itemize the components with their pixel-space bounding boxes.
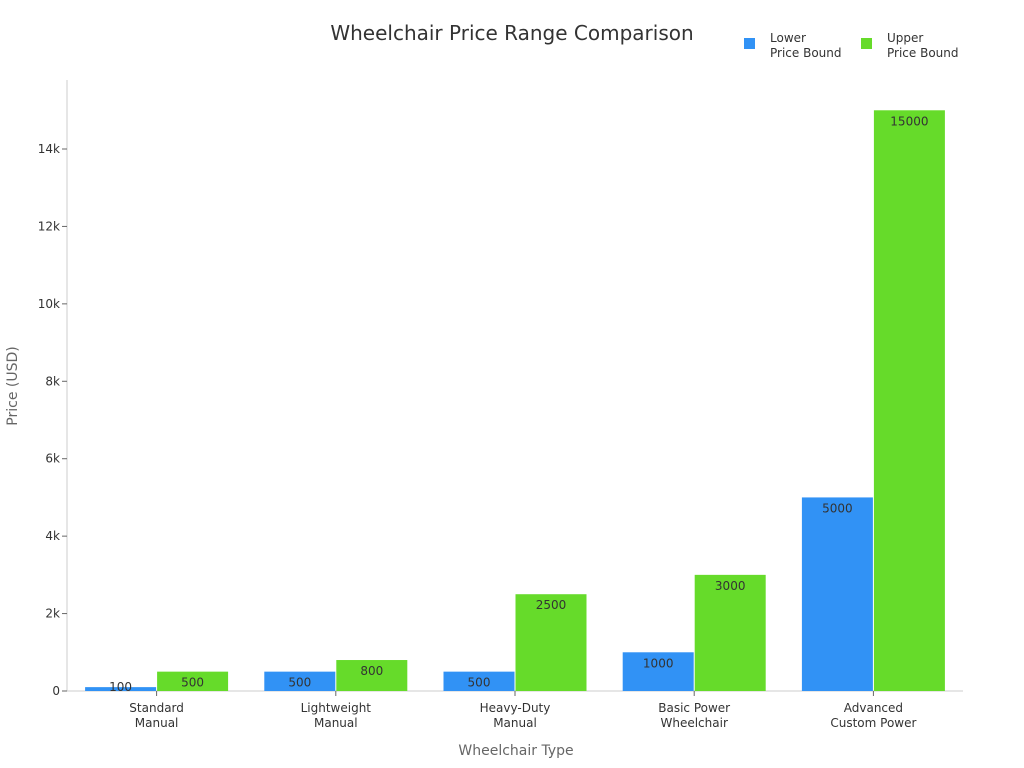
bar-upper [873,110,945,692]
data-label: 15000 [890,114,928,128]
chart-title: Wheelchair Price Range Comparison [330,21,693,45]
x-tick-label: Advanced [844,701,903,715]
bar-upper [336,660,408,691]
y-tick-label: 2k [45,607,60,621]
y-tick-label: 12k [38,219,60,233]
x-tick-label: Manual [135,716,179,730]
data-label: 500 [288,676,311,690]
data-label: 5000 [822,501,853,515]
bar-lower [622,652,694,691]
data-label: 500 [181,676,204,690]
data-label: 3000 [715,579,746,593]
bar-upper [515,594,587,691]
legend-label: Lower [770,31,806,45]
data-label: 1000 [643,656,674,670]
y-tick-label: 4k [45,529,60,543]
y-axis-label: Price (USD) [5,346,21,425]
x-axis-label: Wheelchair Type [458,743,573,759]
legend-swatch [744,38,755,49]
bar-lower [85,687,157,691]
legend-swatch [861,38,872,49]
x-tick-label: Lightweight [301,701,372,715]
bar-lower [801,497,873,691]
x-tick-label: Heavy-Duty [480,701,551,715]
y-tick-label: 8k [45,374,60,388]
data-label: 100 [109,680,132,694]
legend-label: Price Bound [770,46,842,60]
legend-label: Price Bound [887,46,959,60]
x-tick-label: Manual [314,716,358,730]
y-tick-label: 14k [38,142,60,156]
data-label: 2500 [536,598,567,612]
y-tick-label: 10k [38,297,60,311]
x-tick-label: Manual [493,716,537,730]
x-tick-label: Standard [129,701,184,715]
x-tick-label: Wheelchair [660,716,727,730]
y-tick-label: 6k [45,452,60,466]
bar-lower [443,671,515,691]
bar-lower [264,671,336,691]
data-label: 500 [468,676,491,690]
bar-upper [694,574,766,691]
x-tick-label: Custom Power [830,716,916,730]
legend-label: Upper [887,31,923,45]
data-label: 800 [360,664,383,678]
y-tick-label: 0 [52,684,60,698]
bar-upper [157,671,229,691]
x-tick-label: Basic Power [658,701,730,715]
